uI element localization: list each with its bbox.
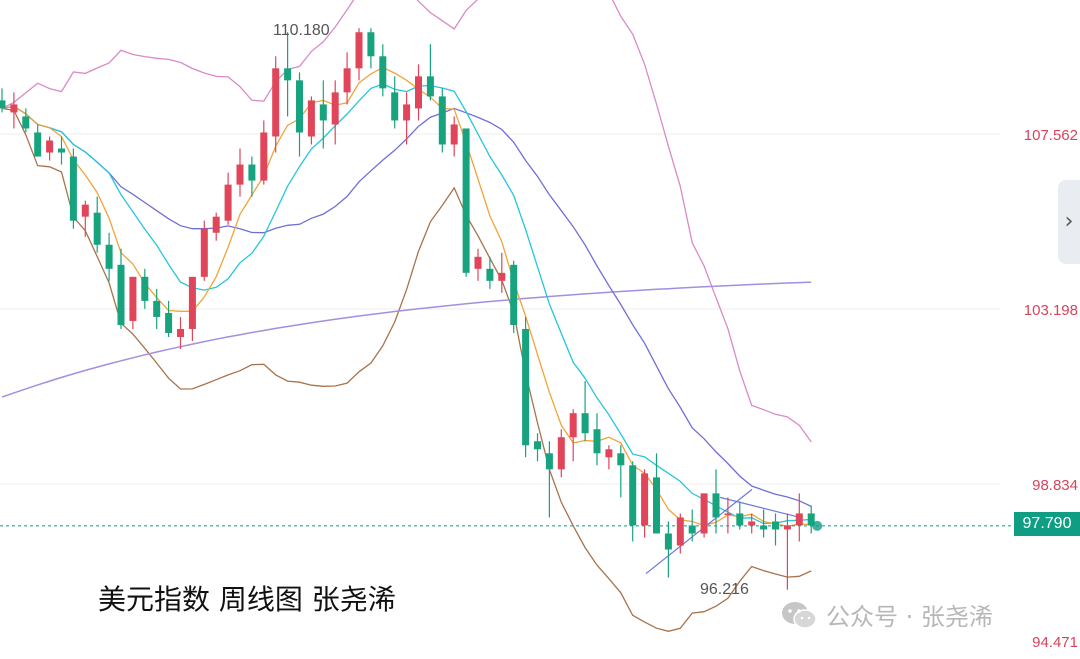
candle-body — [117, 264, 125, 325]
candle-body — [379, 56, 387, 89]
candle-body — [474, 256, 482, 269]
candle-body — [331, 92, 339, 125]
candle-body — [307, 100, 315, 137]
candle-body — [248, 164, 256, 181]
low-annotation: 96.216 — [700, 581, 749, 598]
candle-body — [688, 525, 696, 534]
candle-body — [783, 525, 791, 530]
candle-body — [0, 100, 6, 109]
candle-body — [10, 104, 18, 113]
candle-body — [260, 132, 268, 181]
candle-body — [736, 513, 744, 526]
candle-body — [772, 521, 779, 530]
candle-body — [569, 413, 577, 438]
candle-body — [534, 441, 541, 450]
candle-body — [676, 517, 684, 546]
candle-body — [272, 68, 280, 137]
candle-body — [581, 413, 589, 434]
candle-body — [177, 328, 184, 337]
watermark-text: 公众号 · 张尧浠 — [826, 603, 993, 631]
candle-body — [284, 68, 292, 81]
candle-body — [367, 32, 375, 57]
candle-body — [58, 148, 65, 153]
candle-body — [69, 156, 77, 221]
high-annotation: 110.180 — [273, 22, 330, 39]
candle-body — [165, 312, 173, 333]
candle-body — [617, 453, 625, 466]
current-price-dot — [812, 520, 823, 531]
price-label-4: 94.471 — [1032, 634, 1078, 651]
candle-body — [34, 132, 42, 157]
price-label-3: 98.834 — [1032, 477, 1078, 494]
watermark: 公众号 · 张尧浠 — [780, 597, 993, 632]
candle-body — [724, 513, 732, 515]
bollinger-upper — [1, 0, 812, 443]
candle-body — [545, 453, 553, 470]
current-price-tag: 97.790 — [1014, 512, 1080, 536]
candle-body — [224, 184, 232, 221]
candle-body — [557, 437, 565, 470]
candle-body — [593, 429, 601, 454]
candle-body — [93, 212, 101, 245]
candle-body — [510, 264, 518, 325]
candle-body — [343, 68, 351, 93]
candle-body — [81, 204, 89, 217]
chart-caption: 美元指数 周线图 张尧浠 — [98, 583, 396, 616]
candle-body — [355, 32, 363, 69]
candle-body — [522, 328, 530, 446]
candle-body — [105, 244, 113, 269]
candle-body — [141, 276, 149, 301]
candle-body — [450, 124, 458, 145]
wechat-icon — [780, 600, 818, 630]
candle-body — [46, 140, 54, 153]
candle-body — [748, 521, 756, 526]
candle-body — [712, 493, 720, 518]
bollinger-lower — [1, 107, 812, 632]
ma10-line — [1, 83, 812, 525]
candle-body — [605, 449, 613, 458]
price-label-1: 107.562 — [1023, 127, 1078, 144]
candle-body — [415, 76, 422, 109]
candle-body — [319, 104, 327, 121]
candle-body — [391, 92, 399, 121]
candle-body — [22, 116, 30, 129]
candle-body — [629, 465, 637, 526]
ma5-line — [1, 66, 812, 527]
candle-body — [462, 128, 470, 273]
candle-body — [664, 533, 672, 550]
price-label-2: 103.198 — [1023, 302, 1078, 319]
candle-body — [795, 513, 803, 526]
candle-body — [486, 268, 494, 281]
candle-body — [296, 80, 303, 133]
ma-long — [1, 281, 812, 398]
candle-body — [403, 104, 411, 121]
candle-body — [760, 525, 768, 530]
candle-body — [188, 276, 196, 329]
candle-body — [426, 76, 434, 97]
trendline-lower — [645, 488, 753, 575]
side-expand-button[interactable]: › — [1058, 180, 1080, 264]
trendline-upper — [719, 496, 801, 519]
candle-body — [700, 493, 708, 534]
candle-body — [236, 164, 244, 185]
candle-body — [498, 272, 506, 281]
candle-body — [200, 228, 208, 277]
candle-body — [807, 513, 815, 526]
candle-body — [653, 477, 660, 534]
candle-body — [212, 216, 220, 233]
candle-body — [438, 96, 446, 145]
candle-body — [129, 276, 137, 321]
candle-body — [641, 473, 649, 526]
candle-body — [153, 300, 161, 317]
